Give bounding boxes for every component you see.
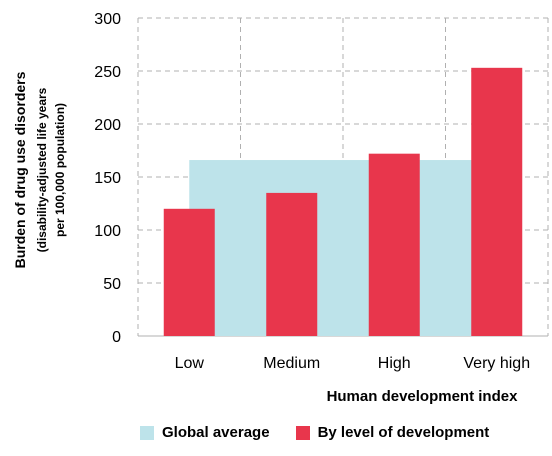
y-tick-label: 200 xyxy=(94,117,121,134)
bar-chart: 0 50 100 150 200 250 300 Low Medium High Very hig… xyxy=(12,11,549,405)
bars-group xyxy=(163,67,523,336)
bar-low xyxy=(163,208,215,336)
x-tick-label: Medium xyxy=(263,355,320,372)
y-tick-label: 300 xyxy=(94,11,121,28)
legend: Global average By level of development xyxy=(140,424,489,441)
x-tick-labels: Low Medium High Very high xyxy=(175,355,531,372)
legend-item-by-level: By level of development xyxy=(295,424,490,441)
bar-very-high xyxy=(471,67,523,336)
legend-swatch-global-average xyxy=(140,425,154,440)
x-tick-label: Very high xyxy=(463,355,530,372)
bar-medium xyxy=(266,192,318,336)
y-tick-label: 250 xyxy=(94,64,121,81)
y-tick-label: 150 xyxy=(94,170,121,187)
y-tick-labels: 0 50 100 150 200 250 300 xyxy=(94,11,121,346)
y-axis-title-line-3: per 100,000 population) xyxy=(53,103,67,237)
legend-item-global-average: Global average xyxy=(140,424,270,441)
legend-label-global-average: Global average xyxy=(162,424,270,441)
y-tick-label: 0 xyxy=(112,329,121,346)
x-tick-label: High xyxy=(378,355,411,372)
y-axis-title-line-1: Burden of drug use disorders xyxy=(12,71,28,268)
x-tick-label: Low xyxy=(175,355,205,372)
global-average-band xyxy=(189,160,497,336)
y-tick-label: 100 xyxy=(94,223,121,240)
y-axis-title: Burden of drug use disorders (disability… xyxy=(12,71,67,268)
y-axis-title-line-2: (disability-adjusted life years xyxy=(35,87,49,252)
legend-label-by-level: By level of development xyxy=(317,424,490,441)
legend-swatch-by-level xyxy=(295,425,310,440)
y-tick-label: 50 xyxy=(103,276,121,293)
x-axis-title: Human development index xyxy=(327,388,519,405)
bar-high xyxy=(368,153,420,336)
